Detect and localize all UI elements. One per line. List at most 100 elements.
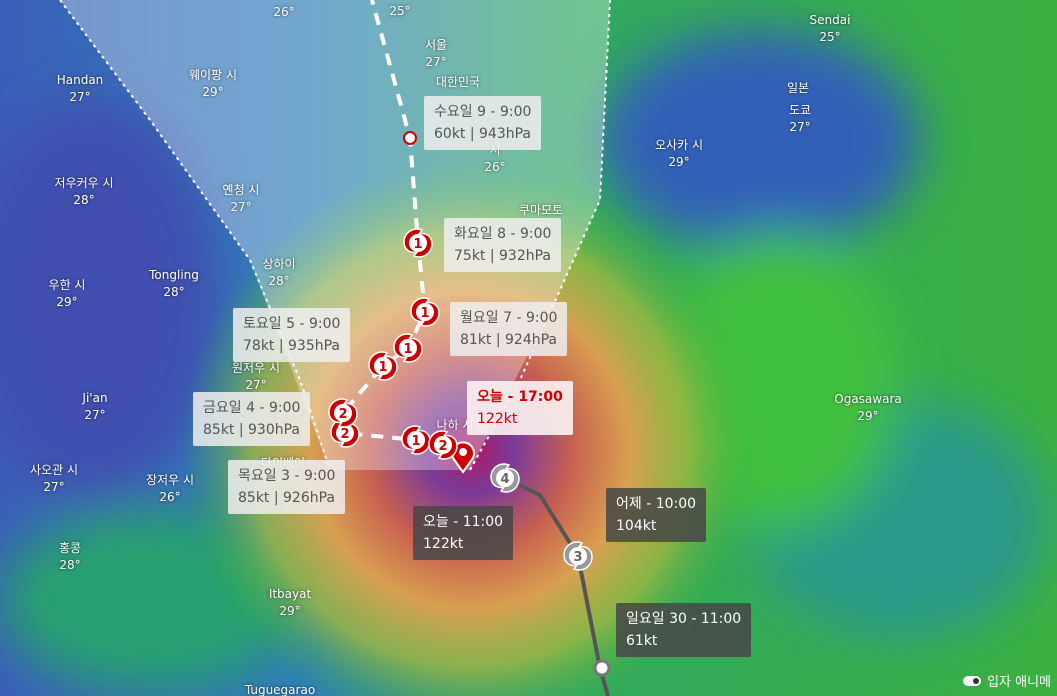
city-temp: 27° [789,120,811,134]
category-number: 1 [403,342,412,357]
category-number: 2 [438,439,447,454]
city-temp: 27° [230,200,252,214]
city-temp: 27° [425,55,447,69]
city-name: 옌청 시 [222,183,260,197]
popup-time: 오늘 - 11:00 [423,514,504,530]
city-temp: 28° [268,274,290,288]
category-number: 1 [413,237,422,252]
city-name: 쿠마모토 [518,203,564,217]
city-name: Tuguegarao [244,683,316,696]
popup-time: 화요일 8 - 9:00 [454,226,552,242]
track-end [403,131,417,145]
popup-detail: 78kt | 935hPa [243,338,341,354]
city-temp: 29° [56,295,78,309]
city-name: 도쿄 [788,103,812,117]
city-temp: 26° [159,490,181,504]
storm-marker: 3 [563,541,593,571]
city-temp: 25° [389,4,411,18]
city-label: 장저우 시 26° [146,472,194,506]
city-name: Ji'an [82,391,108,405]
city-name: 상하이 [262,257,296,271]
city-name: 웨이팡 시 [189,68,237,82]
category-number: 3 [573,550,582,565]
category-number: 2 [340,427,349,442]
track-popup: 오늘 - 17:00 122kt [467,381,573,435]
city-label: 25° [389,3,410,20]
storm-marker: 2 [428,430,458,460]
city-name: 원저우 시 [232,361,280,375]
city-label: 26° [273,4,294,21]
track-popup: 오늘 - 11:00 122kt [413,506,514,560]
city-label: 홍콩 28° [59,540,81,574]
city-label: Tuguegarao [245,682,315,696]
city-label: Ji'an 27° [82,390,107,424]
popup-time: 수요일 9 - 9:00 [434,104,532,120]
storm-marker: 1 [368,351,398,381]
city-name: 저우커우 시 [54,176,114,190]
city-label: 나하 시 [437,417,474,434]
city-label: 우한 시 29° [49,277,86,311]
city-name: Itbayat [268,587,312,601]
city-temp: 27° [84,408,106,422]
popup-detail: 75kt | 932hPa [454,248,552,264]
city-name: Sendai [809,13,851,27]
popup-time: 목요일 3 - 9:00 [238,468,336,484]
city-temp: 28° [73,193,95,207]
city-label: 일본 [787,80,809,97]
track-popup: 일요일 30 - 11:00 61kt [616,603,752,657]
city-label: 서 26° [484,142,505,176]
city-temp: 27° [245,378,267,392]
city-label: Handan 27° [57,72,104,106]
track-popup: 수요일 9 - 9:00 60kt | 943hPa [424,96,542,150]
forecast-track [340,0,464,462]
city-temp: 27° [69,90,91,104]
city-name: 홍콩 [58,541,82,555]
storm-marker: 2 [328,398,358,428]
storm-marker: 2 [330,418,360,448]
city-name: Handan [56,73,104,87]
popup-time: 어제 - 10:00 [616,496,697,512]
track-popup: 어제 - 10:00 104kt [606,488,707,542]
city-name: 나하 시 [436,418,474,432]
popup-detail: 81kt | 924hPa [460,332,558,348]
track-popup: 월요일 7 - 9:00 81kt | 924hPa [450,302,568,356]
popup-detail: 61kt [626,633,658,649]
city-name: 대한민국 [435,75,481,89]
popup-time: 월요일 7 - 9:00 [460,310,558,326]
animation-toggle[interactable]: 입자 애니메 [963,671,1051,690]
popup-time: 토요일 5 - 9:00 [243,316,341,332]
city-label: Ogasawara 29° [834,391,901,425]
city-temp: 26° [484,160,506,174]
category-number: 1 [378,360,387,375]
storm-marker: 4 [490,463,520,493]
storm-marker: 1 [410,297,440,327]
city-name: 일본 [786,81,810,95]
category-number: 4 [500,472,509,487]
city-temp: 26° [273,5,295,19]
popup-time: 금요일 4 - 9:00 [203,400,301,416]
city-temp: 28° [163,285,185,299]
city-name: 우한 시 [48,278,86,292]
track-start [593,659,611,677]
city-label: 웨이팡 시 29° [189,67,237,101]
storm-marker: 1 [393,333,423,363]
category-number: 1 [420,306,429,321]
city-temp: 29° [202,85,224,99]
toggle-label: 입자 애니메 [987,675,1051,690]
city-name: 장저우 시 [146,473,194,487]
city-temp: 29° [857,409,879,423]
city-temp: 25° [819,30,841,44]
city-temp: 29° [279,604,301,618]
popup-detail: 122kt [477,411,518,427]
popup-detail: 85kt | 926hPa [238,490,336,506]
city-name: Ogasawara [834,392,902,406]
city-label: 대한민국 [436,74,480,91]
category-number: 1 [411,434,420,449]
track-popup: 금요일 4 - 9:00 85kt | 930hPa [193,392,311,446]
city-name: 사오관 시 [30,463,78,477]
city-label: 저우커우 시 28° [54,175,113,209]
city-label: Sendai 25° [810,12,851,46]
city-name: 오사카 시 [655,138,703,152]
city-name: 서 [489,143,501,157]
